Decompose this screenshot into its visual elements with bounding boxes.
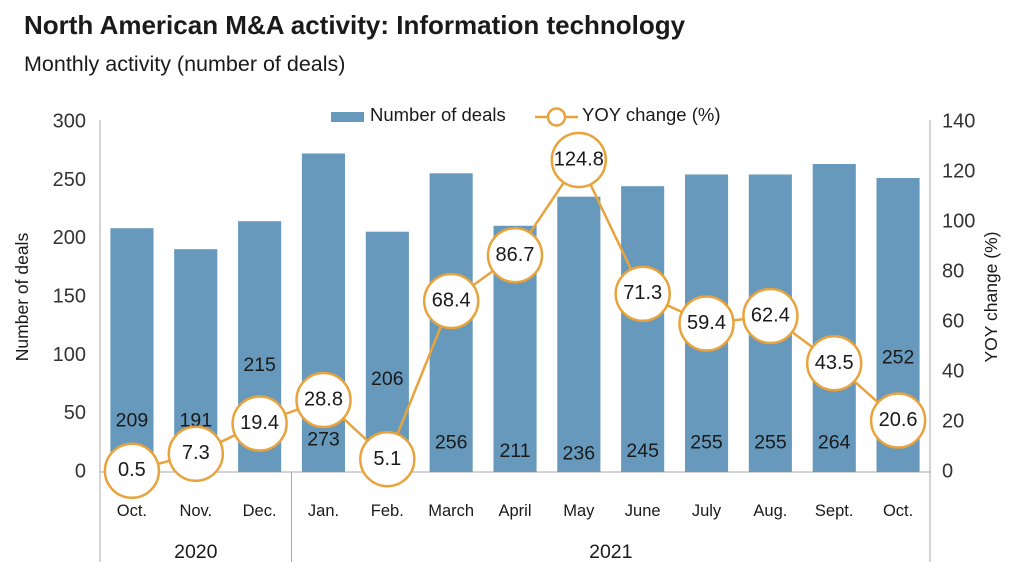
svg-text:Sept.: Sept. <box>815 502 854 520</box>
svg-text:20: 20 <box>942 411 964 433</box>
svg-text:YOY change (%): YOY change (%) <box>582 104 720 125</box>
svg-text:62.4: 62.4 <box>751 305 790 327</box>
svg-text:Feb.: Feb. <box>371 502 404 520</box>
svg-text:40: 40 <box>942 361 964 383</box>
svg-text:140: 140 <box>942 111 975 133</box>
svg-text:215: 215 <box>243 354 276 376</box>
svg-text:150: 150 <box>53 286 86 308</box>
svg-text:19.4: 19.4 <box>240 412 279 434</box>
svg-text:Oct.: Oct. <box>883 502 913 520</box>
svg-text:June: June <box>625 502 661 520</box>
svg-text:YOY change (%): YOY change (%) <box>981 232 1001 363</box>
svg-text:300: 300 <box>53 111 86 133</box>
svg-text:250: 250 <box>53 169 86 191</box>
svg-text:206: 206 <box>371 368 404 390</box>
svg-text:0.5: 0.5 <box>118 459 146 481</box>
svg-text:Number of deals: Number of deals <box>12 233 32 362</box>
svg-text:59.4: 59.4 <box>687 312 726 334</box>
svg-text:264: 264 <box>818 432 851 454</box>
svg-text:Aug.: Aug. <box>753 502 787 520</box>
svg-text:2020: 2020 <box>174 541 218 563</box>
svg-text:20.6: 20.6 <box>879 409 918 431</box>
svg-text:71.3: 71.3 <box>623 282 662 304</box>
svg-text:7.3: 7.3 <box>182 442 210 464</box>
svg-text:80: 80 <box>942 261 964 283</box>
svg-text:255: 255 <box>690 432 723 454</box>
svg-text:0: 0 <box>75 461 86 483</box>
svg-text:120: 120 <box>942 161 975 183</box>
svg-text:43.5: 43.5 <box>815 352 854 374</box>
svg-text:Nov.: Nov. <box>179 502 212 520</box>
svg-text:0: 0 <box>942 461 953 483</box>
svg-text:245: 245 <box>626 440 659 462</box>
svg-text:50: 50 <box>64 402 86 424</box>
svg-text:200: 200 <box>53 227 86 249</box>
svg-text:April: April <box>498 502 531 520</box>
svg-text:209: 209 <box>116 410 149 432</box>
svg-text:236: 236 <box>563 443 596 465</box>
svg-text:July: July <box>692 502 722 520</box>
svg-text:May: May <box>563 502 595 520</box>
svg-text:2021: 2021 <box>589 541 632 563</box>
svg-text:Number of deals: Number of deals <box>370 104 506 125</box>
svg-text:252: 252 <box>882 347 915 369</box>
svg-text:28.8: 28.8 <box>304 389 343 411</box>
svg-text:Oct.: Oct. <box>117 502 147 520</box>
svg-text:86.7: 86.7 <box>496 244 535 266</box>
svg-text:273: 273 <box>307 429 340 451</box>
svg-text:March: March <box>428 502 474 520</box>
svg-text:68.4: 68.4 <box>432 290 471 312</box>
svg-text:Jan.: Jan. <box>308 502 339 520</box>
svg-text:211: 211 <box>499 440 530 462</box>
svg-text:60: 60 <box>942 311 964 333</box>
svg-text:255: 255 <box>754 432 787 454</box>
svg-text:5.1: 5.1 <box>373 448 401 470</box>
svg-text:256: 256 <box>435 432 468 454</box>
svg-text:100: 100 <box>53 344 86 366</box>
svg-text:100: 100 <box>942 211 975 233</box>
svg-text:Dec.: Dec. <box>243 502 277 520</box>
svg-text:124.8: 124.8 <box>554 149 604 171</box>
